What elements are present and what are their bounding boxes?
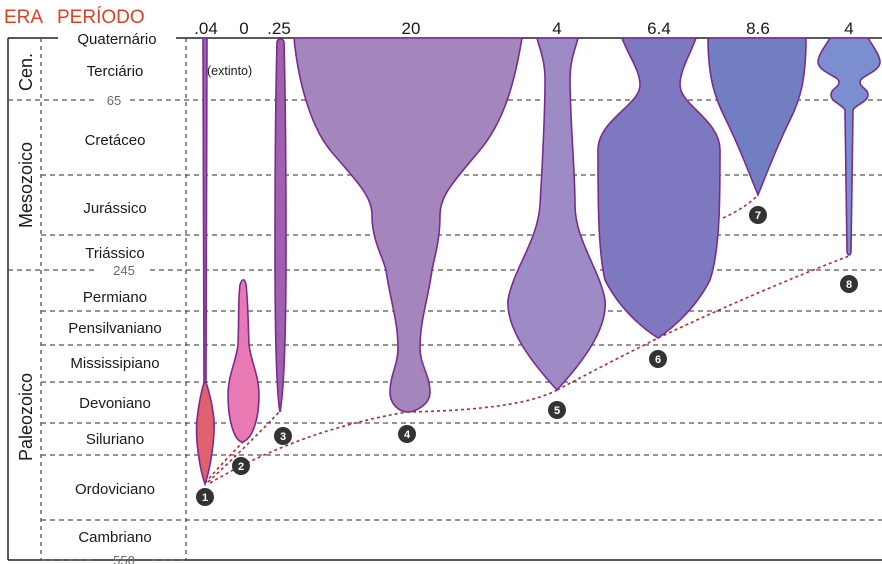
value-label-6: 6.4 (647, 19, 671, 38)
marker-4: 4 (398, 425, 416, 443)
value-label-4: 20 (402, 19, 421, 38)
marker-8: 8 (840, 275, 858, 293)
connector-lines (204, 195, 850, 484)
extinct-note: (extinto) (207, 64, 252, 78)
spindle-7 (707, 37, 807, 198)
spindle-1-stem (202, 37, 208, 383)
marker-7: 7 (749, 206, 767, 224)
era-header: ERA (4, 7, 43, 28)
spindle-6 (597, 37, 721, 339)
period-boundaries (8, 99, 882, 561)
spindle-5 (507, 37, 606, 392)
period-header: PERÍODO (57, 7, 145, 28)
svg-text:5: 5 (554, 405, 560, 417)
value-label-5: 4 (552, 19, 561, 38)
marker-5: 5 (548, 401, 566, 419)
marker-3: 3 (274, 427, 292, 445)
lineage-spindles (195, 37, 881, 487)
value-label-2: 0 (239, 19, 248, 38)
period-label-triassico: Triássico (85, 245, 144, 262)
value-label-8: 4 (844, 19, 853, 38)
svg-text:4: 4 (404, 429, 411, 441)
svg-text:2: 2 (238, 461, 244, 473)
marker-6: 6 (649, 350, 667, 368)
age-label-245: 245 (113, 263, 135, 278)
period-label-terciario: Terciário (87, 63, 144, 80)
value-label-7: 8.6 (746, 19, 770, 38)
spindle-8 (817, 37, 881, 256)
svg-text:7: 7 (755, 210, 761, 222)
period-label-siluriano: Siluriano (86, 431, 144, 448)
period-label-permiano: Permiano (83, 289, 147, 306)
period-label-ordoviciano: Ordoviciano (75, 481, 155, 498)
era-label-mesozoic: Mesozoico (16, 142, 36, 228)
period-label-mississipiano: Mississipiano (70, 355, 159, 372)
period-label-devoniano: Devoniano (79, 395, 151, 412)
age-label-550: 550 (113, 553, 135, 564)
value-label-3: .25 (267, 19, 291, 38)
svg-text:3: 3 (280, 431, 286, 443)
spindle-3 (274, 38, 287, 413)
spindle-4 (293, 37, 523, 413)
value-label-1: .04 (194, 19, 218, 38)
period-label-jurassico: Jurássico (83, 200, 146, 217)
svg-text:8: 8 (846, 279, 852, 291)
age-label-65: 65 (107, 93, 121, 108)
marker-2: 2 (232, 457, 250, 475)
period-label-cambriano: Cambriano (78, 529, 151, 546)
svg-text:6: 6 (655, 354, 661, 366)
era-label-cenozoic: Cen. (16, 53, 36, 91)
spindle-2 (227, 278, 260, 443)
spindle-1 (195, 377, 215, 487)
marker-1: 1 (196, 488, 214, 506)
period-label-cretaceo: Cretáceo (85, 132, 146, 149)
period-label-pensilvaniano: Pensilvaniano (68, 320, 161, 337)
period-label-quaternario: Quaternário (77, 31, 156, 48)
era-label-paleozoic: Paleozoico (16, 373, 36, 461)
svg-text:1: 1 (202, 492, 208, 504)
